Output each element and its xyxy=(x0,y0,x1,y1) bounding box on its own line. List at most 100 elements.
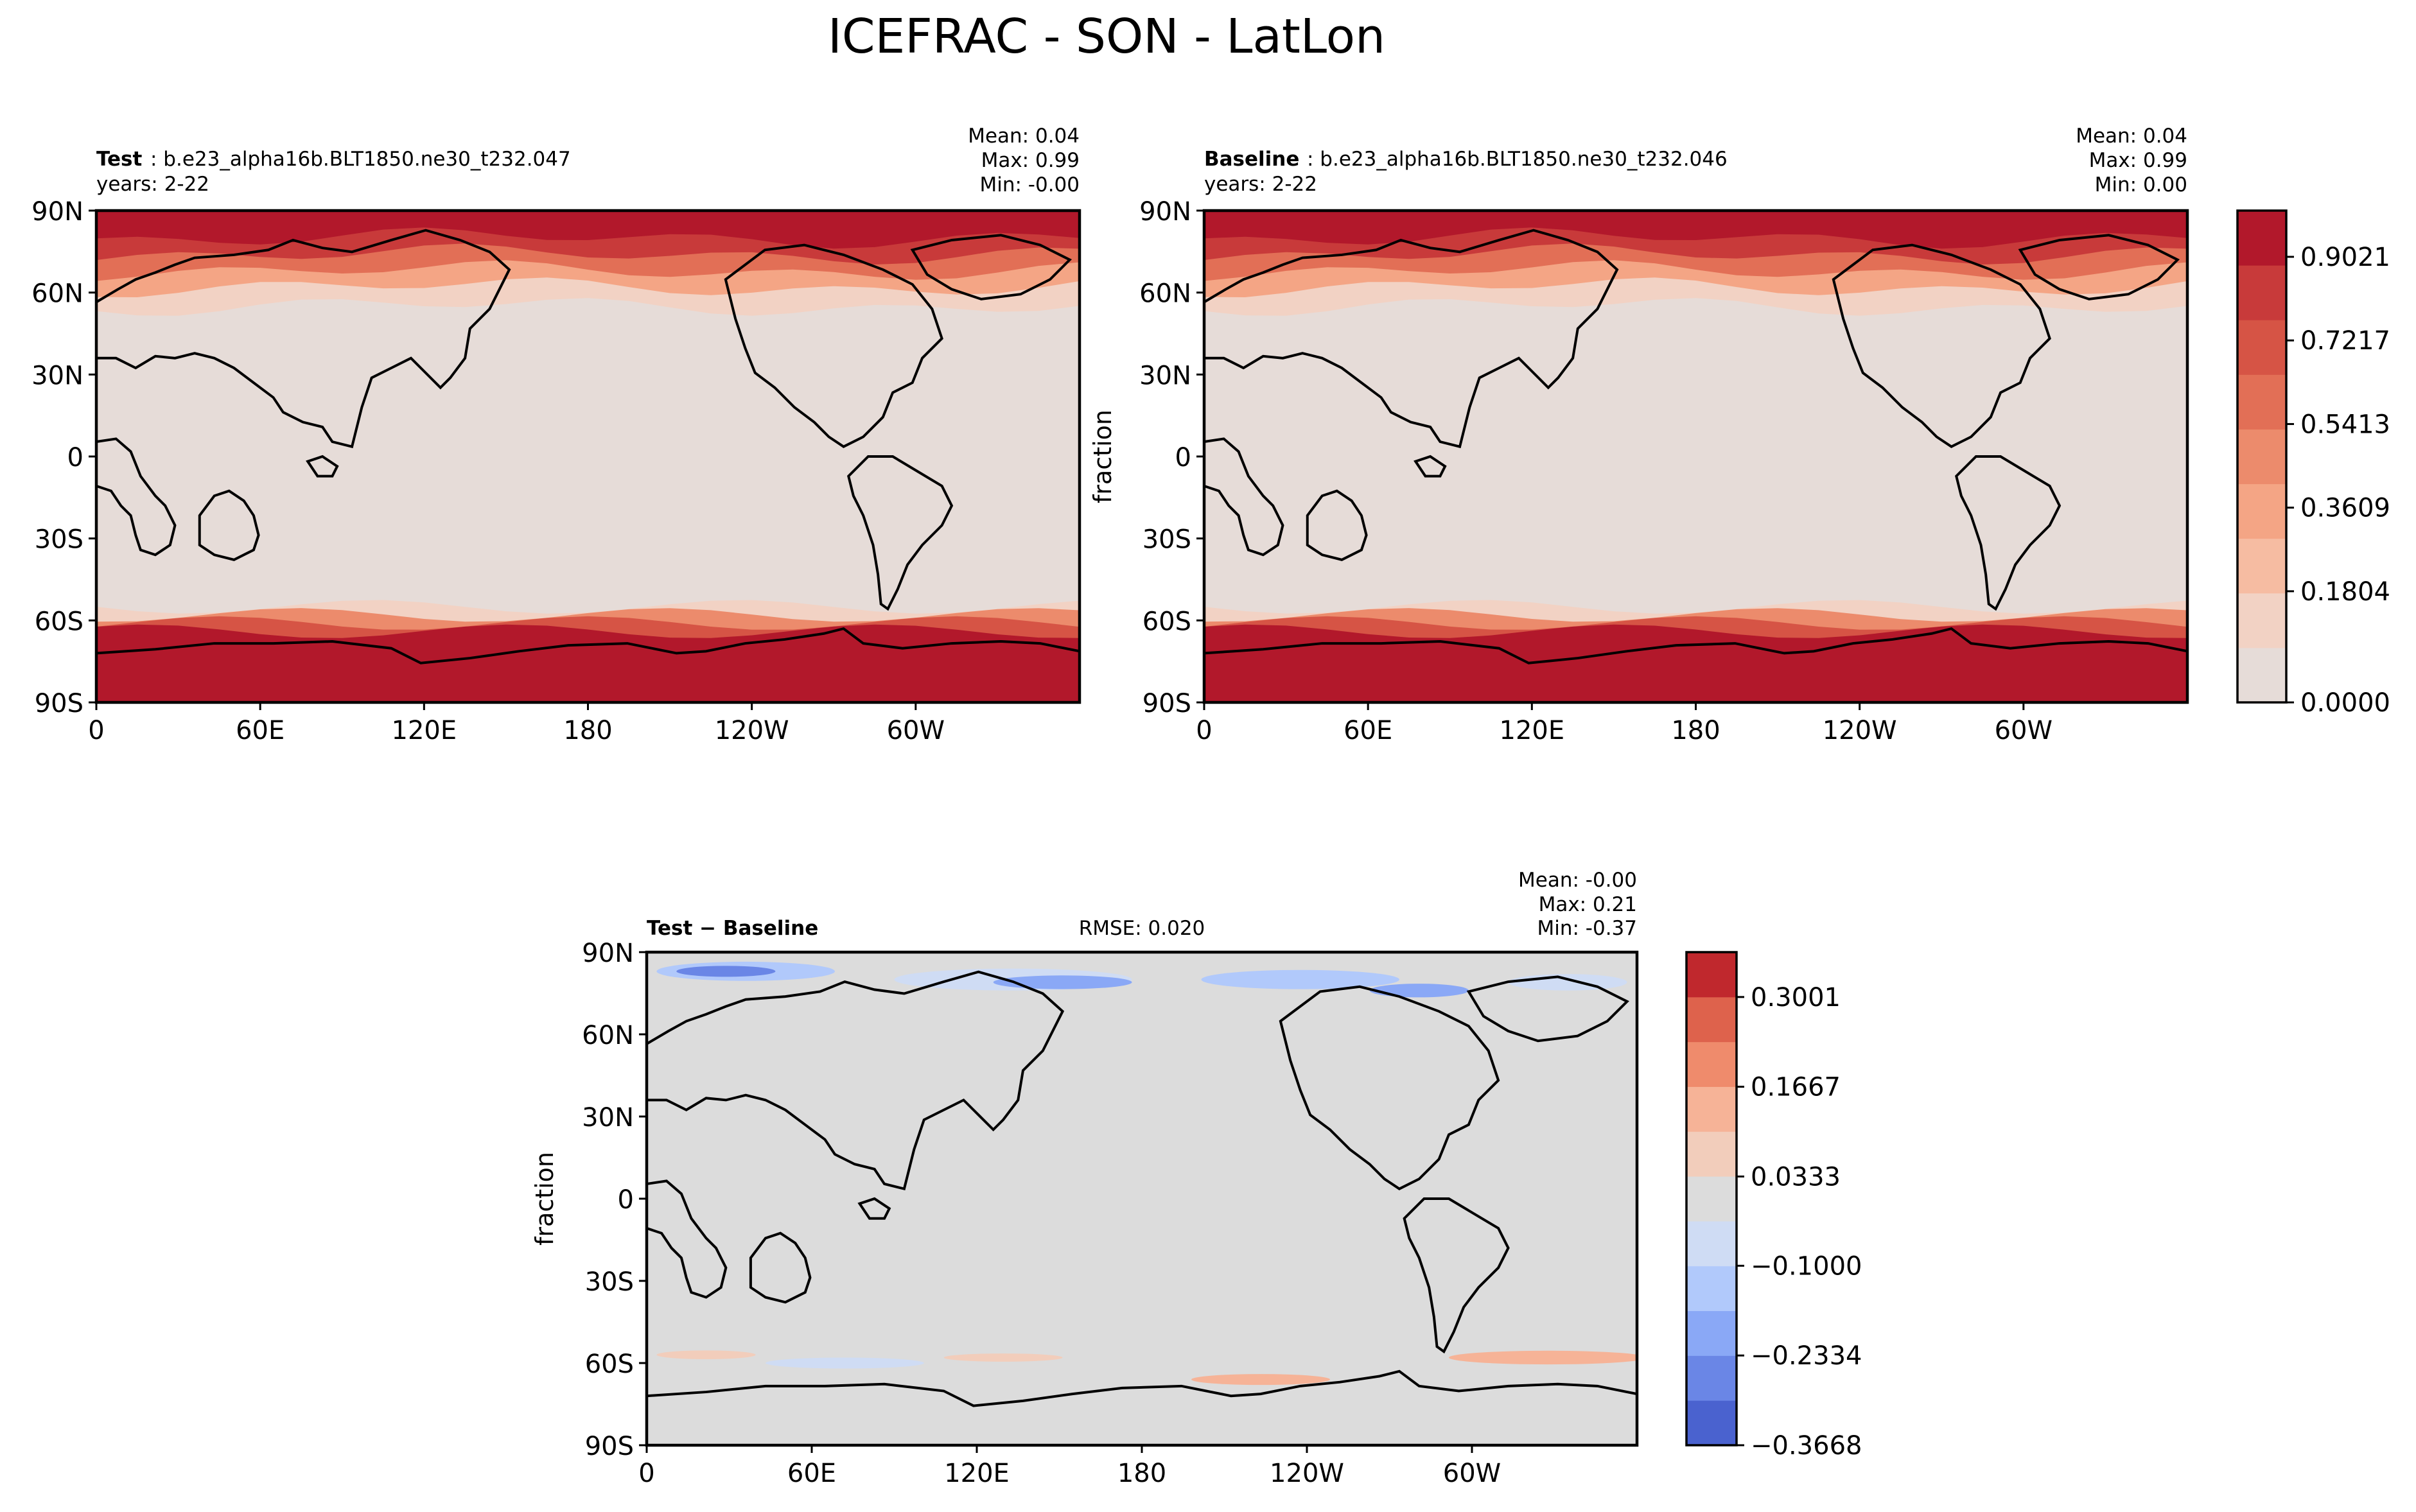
lat-tick-label: 30S xyxy=(1142,525,1191,555)
difference-patch xyxy=(1369,984,1469,998)
difference-patch xyxy=(943,1353,1063,1362)
colorbar-tick-label: 0.9021 xyxy=(2300,243,2390,272)
arctic-ice-band xyxy=(96,211,1080,249)
lon-tick-label: 60W xyxy=(887,716,945,745)
lat-tick-label: 90N xyxy=(1139,197,1191,227)
lon-tick-label: 180 xyxy=(1671,716,1720,745)
difference-patch xyxy=(1191,1374,1330,1386)
difference-patch xyxy=(1201,969,1399,989)
lon-tick-label: 120W xyxy=(715,716,789,745)
baseline-years: years: 2-22 xyxy=(1204,173,1317,196)
lat-tick-label: 0 xyxy=(67,443,83,473)
lat-tick-label: 0 xyxy=(618,1185,634,1215)
lon-tick-label: 180 xyxy=(1117,1459,1166,1488)
diff-max: Max: 0.21 xyxy=(1539,893,1637,916)
lat-tick-label: 60N xyxy=(1139,279,1191,309)
colorbar-segment xyxy=(1686,1086,1737,1132)
colorbar-segment xyxy=(2237,647,2286,703)
colorbar-segment xyxy=(2237,374,2286,430)
lon-tick-label: 120E xyxy=(944,1459,1010,1488)
test-min: Min: -0.00 xyxy=(979,173,1080,196)
lat-tick-label: 30N xyxy=(582,1103,634,1133)
diff-mean: Mean: -0.00 xyxy=(1518,869,1637,892)
lat-tick-label: 30S xyxy=(35,525,83,555)
colorbar-segment xyxy=(1686,1041,1737,1087)
lat-tick-label: 90S xyxy=(585,1432,634,1461)
lat-tick-label: 30S xyxy=(585,1267,634,1297)
colorbar-frame xyxy=(1685,951,1738,1447)
lon-tick-label: 60E xyxy=(236,716,284,745)
lon-tick-label: 0 xyxy=(1196,716,1212,745)
colorbar-tick-label: 0.1667 xyxy=(1751,1073,1841,1102)
difference-patch xyxy=(993,975,1132,989)
colorbar-tick-label: −0.2334 xyxy=(1751,1341,1862,1371)
test-years: years: 2-22 xyxy=(96,173,209,196)
antarctic-ice-band xyxy=(1204,624,2187,702)
colorbar-segment xyxy=(2237,538,2286,594)
baseline-case-name: : b.e23_alpha16b.BLT1850.ne30_t232.046 xyxy=(1307,148,1728,171)
lon-tick-label: 60W xyxy=(1995,716,2053,745)
test-mean: Mean: 0.04 xyxy=(968,125,1080,148)
lon-tick-label: 120W xyxy=(1270,1459,1344,1488)
baseline-label-bold: Baseline xyxy=(1204,148,1299,171)
colorbar-segment xyxy=(1686,1265,1737,1312)
diff-label: Test − Baseline xyxy=(647,917,818,940)
difference-patch xyxy=(656,1350,756,1360)
lat-tick-label: 60S xyxy=(585,1350,634,1379)
colorbar-tick-label: 0.5413 xyxy=(2300,410,2390,439)
figure-title: ICEFRAC - SON - LatLon xyxy=(828,9,1385,64)
lat-tick-label: 90S xyxy=(35,689,83,718)
lon-tick-label: 0 xyxy=(638,1459,654,1488)
lon-tick-label: 120E xyxy=(392,716,457,745)
baseline-max: Max: 0.99 xyxy=(2089,149,2187,172)
colorbar-segment xyxy=(2237,265,2286,320)
lon-tick-label: 120W xyxy=(1823,716,1897,745)
lat-tick-label: 60S xyxy=(35,607,83,636)
colorbar-tick-label: 0.3001 xyxy=(1751,983,1841,1012)
colorbar-segment xyxy=(1686,1131,1737,1177)
colorbar-tick-label: −0.1000 xyxy=(1751,1251,1862,1281)
difference-patch xyxy=(1449,1350,1637,1365)
baseline-min: Min: 0.00 xyxy=(2095,173,2187,196)
diff-ylabel: fraction xyxy=(530,1152,559,1246)
difference-patch xyxy=(1508,974,1627,991)
colorbar-segment xyxy=(1686,1310,1737,1356)
lon-tick-label: 60W xyxy=(1443,1459,1501,1488)
colorbar-segment xyxy=(2237,320,2286,375)
lat-tick-label: 30N xyxy=(31,361,83,390)
difference-patch xyxy=(766,1357,924,1369)
colorbar-segment xyxy=(1686,1176,1737,1222)
lat-tick-label: 60N xyxy=(31,279,83,309)
colorbar-segment xyxy=(1686,1355,1737,1401)
test-max: Max: 0.99 xyxy=(981,149,1080,172)
lat-tick-label: 30N xyxy=(1139,361,1191,390)
colorbar-frame xyxy=(2236,209,2288,704)
colorbar-diff: 0.3001 0.1667 0.0333 −0.1000 −0.2334 −0.3668 xyxy=(1685,951,1862,1461)
lat-tick-label: 90N xyxy=(582,939,634,968)
difference-patch xyxy=(676,966,776,977)
colorbar-tick-label: 0.0333 xyxy=(1751,1162,1841,1192)
lat-tick-label: 0 xyxy=(1175,443,1191,473)
colorbar-tick-label: 0.3609 xyxy=(2300,494,2390,523)
colorbar-segment xyxy=(1686,952,1737,998)
colorbar-segment xyxy=(1686,1221,1737,1267)
antarctic-ice-band xyxy=(96,624,1080,702)
arctic-ice-band xyxy=(1204,211,2187,249)
colorbar-segment xyxy=(2237,211,2286,266)
colorbar-segment xyxy=(1686,996,1737,1043)
lon-tick-label: 60E xyxy=(1344,716,1392,745)
colorbar-tick-label: 0.1804 xyxy=(2300,577,2390,607)
baseline-mean: Mean: 0.04 xyxy=(2076,125,2187,148)
lon-tick-label: 120E xyxy=(1500,716,1565,745)
background-field xyxy=(647,952,1637,1445)
test-label-bold: Test xyxy=(96,148,143,171)
lon-tick-label: 180 xyxy=(563,716,612,745)
baseline-ylabel: fraction xyxy=(1089,410,1117,503)
test-case-name: : b.e23_alpha16b.BLT1850.ne30_t232.047 xyxy=(150,148,571,171)
diff-rmse: RMSE: 0.020 xyxy=(1079,917,1205,940)
colorbar-tick-label: −0.3668 xyxy=(1751,1431,1862,1461)
